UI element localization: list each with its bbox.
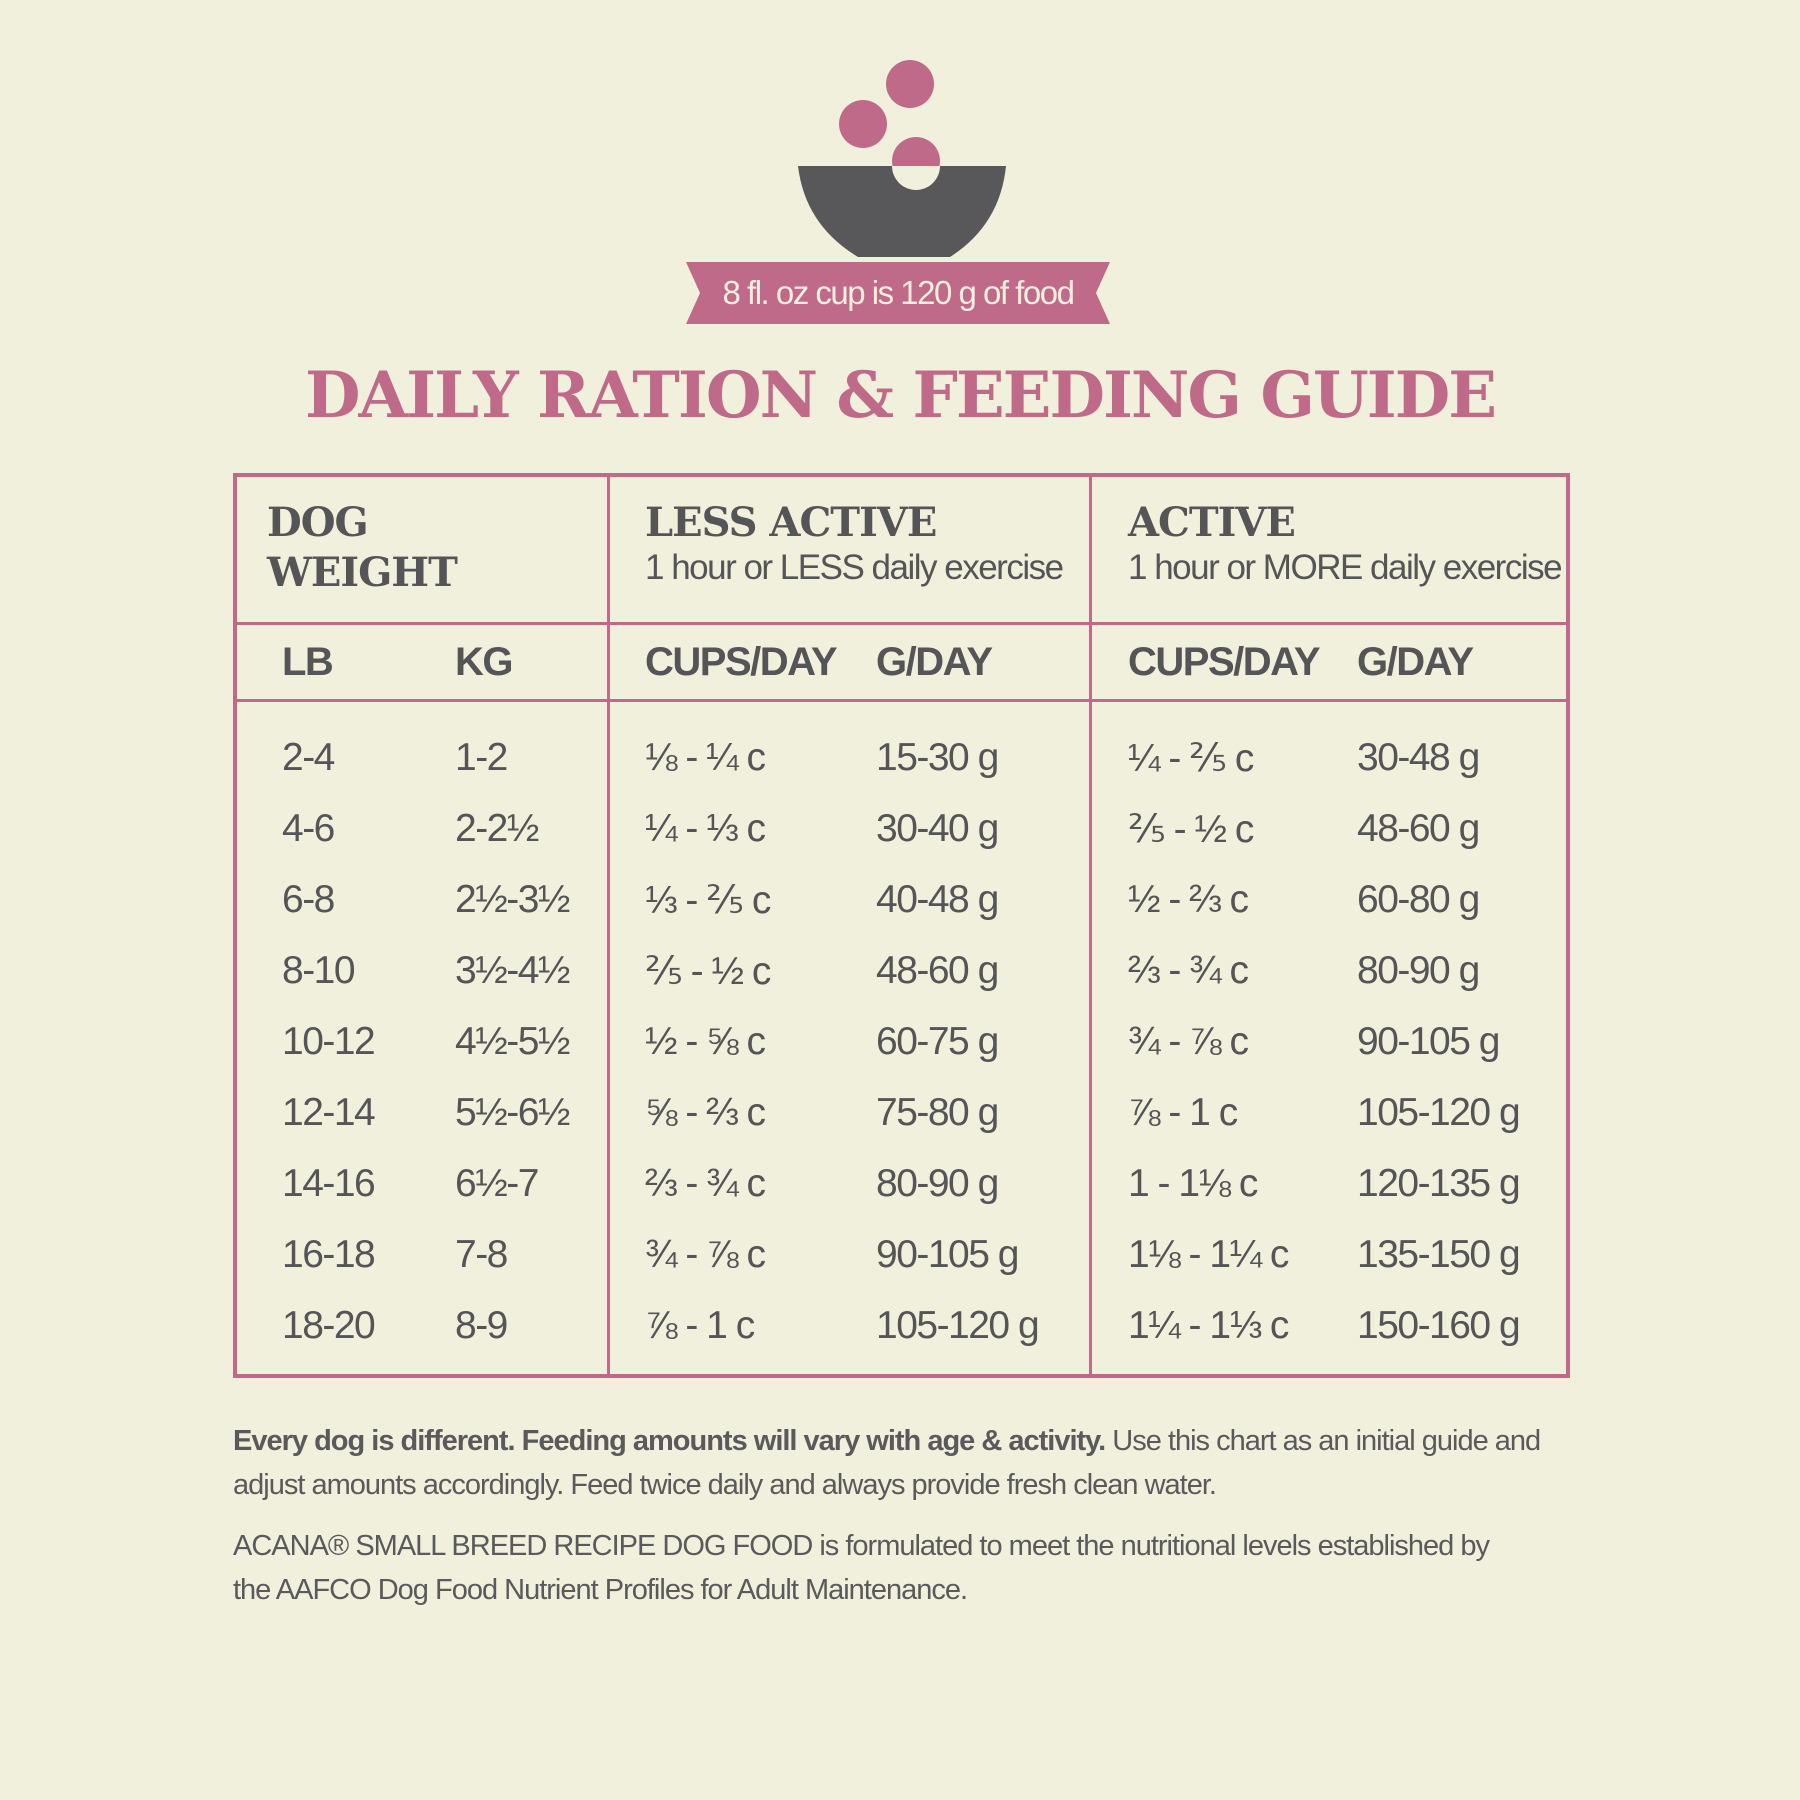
table-cell: ⅞ - 1 c — [645, 1304, 755, 1347]
table-cell: 8-10 — [282, 949, 356, 992]
feeding-table — [233, 473, 1570, 1378]
column-header: CUPS/DAY — [1128, 640, 1321, 684]
table-cell: 2½-3½ — [455, 878, 570, 921]
table-cell: 90-105 g — [876, 1233, 1019, 1276]
table-cell: 80-90 g — [876, 1162, 999, 1205]
table-cell: 16-18 — [282, 1233, 376, 1276]
divider — [607, 473, 610, 1378]
table-cell: 4½-5½ — [455, 1020, 570, 1063]
table-cell: 6½-7 — [455, 1162, 539, 1205]
table-cell: 135-150 g — [1357, 1233, 1521, 1276]
footer-note: Every dog is different. Feeding amounts … — [233, 1419, 1573, 1507]
table-cell: 1 - 1⅛ c — [1128, 1162, 1258, 1205]
table-cell: 105-120 g — [876, 1304, 1040, 1347]
table-cell: ¾ - ⅞ c — [645, 1233, 766, 1276]
table-cell: 5½-6½ — [455, 1091, 570, 1134]
table-cell: ⅓ - ⅖ c — [645, 879, 771, 922]
column-header: CUPS/DAY — [645, 640, 838, 684]
table-cell: 1⅛ - 1¼ c — [1128, 1233, 1289, 1276]
divider — [233, 622, 1568, 625]
table-cell: 150-160 g — [1357, 1304, 1521, 1347]
table-cell: 10-12 — [282, 1020, 376, 1063]
table-cell: ¼ - ⅖ c — [1128, 737, 1254, 780]
aafco-statement: ACANA® SMALL BREED RECIPE DOG FOOD is fo… — [233, 1530, 1490, 1606]
table-cell: 8-9 — [455, 1304, 508, 1347]
cup-size-note: 8 fl. oz cup is 120 g of food — [722, 274, 1075, 311]
table-cell: 12-14 — [282, 1091, 376, 1134]
group-subtitle: 1 hour or LESS daily exercise — [645, 548, 1064, 587]
table-cell: 105-120 g — [1357, 1091, 1521, 1134]
banner-ribbon — [686, 262, 1110, 324]
table-cell: 1-2 — [455, 736, 508, 779]
food-bowl-icon — [798, 60, 1006, 257]
table-cell: 18-20 — [282, 1304, 376, 1347]
table-cell: ⅞ - 1 c — [1128, 1091, 1238, 1134]
table-cell: 15-30 g — [876, 736, 999, 779]
table-cell: 75-80 g — [876, 1091, 999, 1134]
footer-note-bold: Every dog is different. Feeding amounts … — [233, 1425, 1106, 1457]
table-cell: 7-8 — [455, 1233, 508, 1276]
divider — [233, 699, 1568, 702]
table-cell: 48-60 g — [1357, 807, 1480, 850]
table-cell: 6-8 — [282, 878, 335, 921]
page-title: DAILY RATION & FEEDING GUIDE — [304, 358, 1497, 433]
group-title: DOG — [267, 499, 369, 546]
column-header: LB — [282, 640, 334, 684]
column-header: G/DAY — [1357, 640, 1474, 684]
table-cell: 4-6 — [282, 807, 335, 850]
table-cell: ⅖ - ½ c — [645, 950, 771, 993]
table-cell: ¼ - ⅓ c — [645, 807, 766, 850]
group-title: ACTIVE — [1128, 499, 1296, 546]
table-cell: ⅔ - ¾ c — [645, 1162, 766, 1205]
group-subtitle: 1 hour or MORE daily exercise — [1128, 548, 1563, 587]
group-title: WEIGHT — [267, 549, 458, 596]
table-cell: 2-4 — [282, 736, 335, 779]
table-cell: 90-105 g — [1357, 1020, 1500, 1063]
table-cell: ⅝ - ⅔ c — [645, 1091, 766, 1134]
table-cell: ½ - ⅔ c — [1128, 878, 1249, 921]
table-cell: 1¼ - 1⅓ c — [1128, 1304, 1289, 1347]
table-cell: ½ - ⅝ c — [645, 1020, 766, 1063]
table-cell: ⅖ - ½ c — [1128, 808, 1254, 851]
footer-note-text: Use this chart as an initial guide and a… — [233, 1425, 1541, 1501]
table-cell: 60-80 g — [1357, 878, 1480, 921]
table-cell: 30-40 g — [876, 807, 999, 850]
column-header: G/DAY — [876, 640, 993, 684]
group-header-less-active: LESS ACTIVE 1 hour or LESS daily exercis… — [645, 498, 1064, 588]
table-cell: 80-90 g — [1357, 949, 1480, 992]
table-cell: 3½-4½ — [455, 949, 570, 992]
table-cell: 2-2½ — [455, 807, 539, 850]
table-cell: 40-48 g — [876, 878, 999, 921]
table-cell: 14-16 — [282, 1162, 376, 1205]
column-header: KG — [455, 640, 514, 684]
table-cell: 60-75 g — [876, 1020, 999, 1063]
group-title: LESS ACTIVE — [645, 499, 937, 546]
group-header-dog-weight: DOG WEIGHT — [267, 498, 458, 598]
group-header-active: ACTIVE 1 hour or MORE daily exercise — [1128, 498, 1563, 588]
table-cell: 48-60 g — [876, 949, 999, 992]
divider — [1089, 473, 1092, 1378]
table-cell: ⅛ - ¼ c — [645, 736, 766, 779]
table-cell: 120-135 g — [1357, 1162, 1521, 1205]
table-cell: ⅔ - ¾ c — [1128, 949, 1249, 992]
table-cell: ¾ - ⅞ c — [1128, 1020, 1249, 1063]
table-cell: 30-48 g — [1357, 736, 1480, 779]
